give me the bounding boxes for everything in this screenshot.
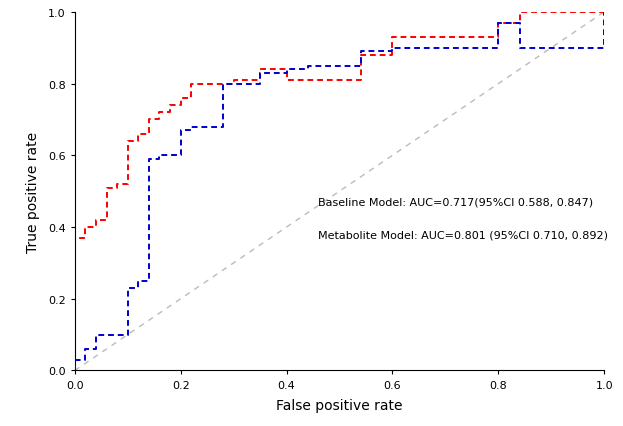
X-axis label: False positive rate: False positive rate xyxy=(276,398,403,412)
Y-axis label: True positive rate: True positive rate xyxy=(26,131,40,252)
Text: Baseline Model: AUC=0.717(95%CI 0.588, 0.847): Baseline Model: AUC=0.717(95%CI 0.588, 0… xyxy=(318,197,594,207)
Text: Metabolite Model: AUC=0.801 (95%CI 0.710, 0.892): Metabolite Model: AUC=0.801 (95%CI 0.710… xyxy=(318,230,608,240)
